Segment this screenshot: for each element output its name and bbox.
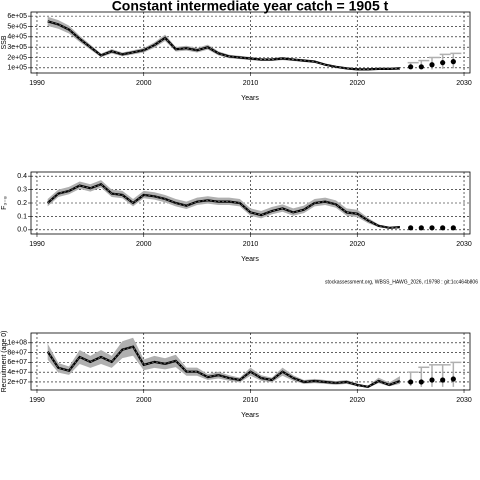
projection-point — [440, 225, 446, 231]
x-tick-label: 1990 — [29, 397, 45, 404]
projection-point — [450, 225, 456, 231]
y-tick-label: 6e+05 — [7, 13, 27, 20]
x-tick-label: 2010 — [243, 397, 259, 404]
projection-point — [408, 64, 414, 70]
projection-point — [450, 376, 456, 382]
y-tick-label: 0.3 — [17, 186, 27, 193]
y-tick-label: 0.0 — [17, 227, 27, 234]
x-tick-label: 1990 — [29, 80, 45, 87]
plot-frame — [30, 11, 471, 74]
x-tick-label: 2030 — [456, 397, 472, 404]
projection-point — [418, 64, 424, 70]
estimate-line-dash — [47, 346, 401, 388]
x-tick-label: 1990 — [29, 241, 45, 248]
y-axis-label: SSB — [1, 35, 8, 49]
projection-point — [429, 377, 435, 383]
y-tick-label: 3e+05 — [7, 44, 27, 51]
y-tick-label: 1e+05 — [7, 65, 27, 72]
x-tick-label: 2020 — [349, 241, 365, 248]
y-tick-label: 2e+05 — [7, 54, 27, 61]
y-tick-label: 5e+05 — [7, 23, 27, 30]
estimate-line-dash — [47, 183, 400, 229]
y-tick-label: 4e+07 — [7, 369, 27, 376]
estimate-line — [46, 182, 401, 229]
projection-point — [418, 225, 424, 231]
caption: stockassessment.org, WBSS_HAWG_2026, r19… — [325, 279, 478, 285]
y-tick-label: 8e+07 — [7, 349, 27, 356]
projection-point — [418, 379, 424, 385]
plot-frame — [30, 332, 471, 391]
projection-point — [429, 225, 435, 231]
confidence-band — [47, 180, 400, 229]
y-tick-label: 0.2 — [17, 200, 27, 207]
x-tick-label: 2030 — [456, 241, 472, 248]
x-tick-label: 2020 — [349, 397, 365, 404]
x-axis-label: Years — [241, 95, 259, 102]
y-tick-label: 6e+07 — [7, 359, 27, 366]
y-axis-label: F₃₋₈ — [1, 196, 8, 210]
y-axis-label: Recruitment (age 0) — [1, 331, 8, 393]
x-tick-label: 2010 — [243, 80, 259, 87]
x-tick-label: 2000 — [136, 397, 152, 404]
x-axis-label: Years — [241, 412, 259, 419]
y-tick-label: 1e+08 — [7, 340, 27, 347]
projection-point — [429, 62, 435, 68]
projection-point — [440, 60, 446, 66]
x-tick-label: 2030 — [456, 80, 472, 87]
projection-point — [450, 59, 456, 65]
y-tick-label: 2e+07 — [7, 379, 27, 386]
projection-point — [440, 377, 446, 383]
estimate-line — [47, 20, 401, 71]
projection-point — [408, 225, 414, 231]
y-tick-label: 4e+05 — [7, 34, 27, 41]
x-tick-label: 2010 — [243, 241, 259, 248]
y-tick-label: 0.4 — [17, 173, 27, 180]
x-tick-label: 2020 — [349, 80, 365, 87]
y-tick-label: 0.1 — [17, 213, 27, 220]
plot-frame — [30, 171, 471, 235]
confidence-band — [47, 16, 400, 71]
projection-point — [408, 379, 414, 385]
x-axis-label: Years — [241, 256, 259, 263]
estimate-line-dash — [47, 20, 400, 70]
chart-title: Constant intermediate year catch = 1905 … — [112, 0, 389, 14]
x-tick-label: 2000 — [136, 241, 152, 248]
x-tick-label: 2000 — [136, 80, 152, 87]
confidence-band — [47, 337, 400, 388]
